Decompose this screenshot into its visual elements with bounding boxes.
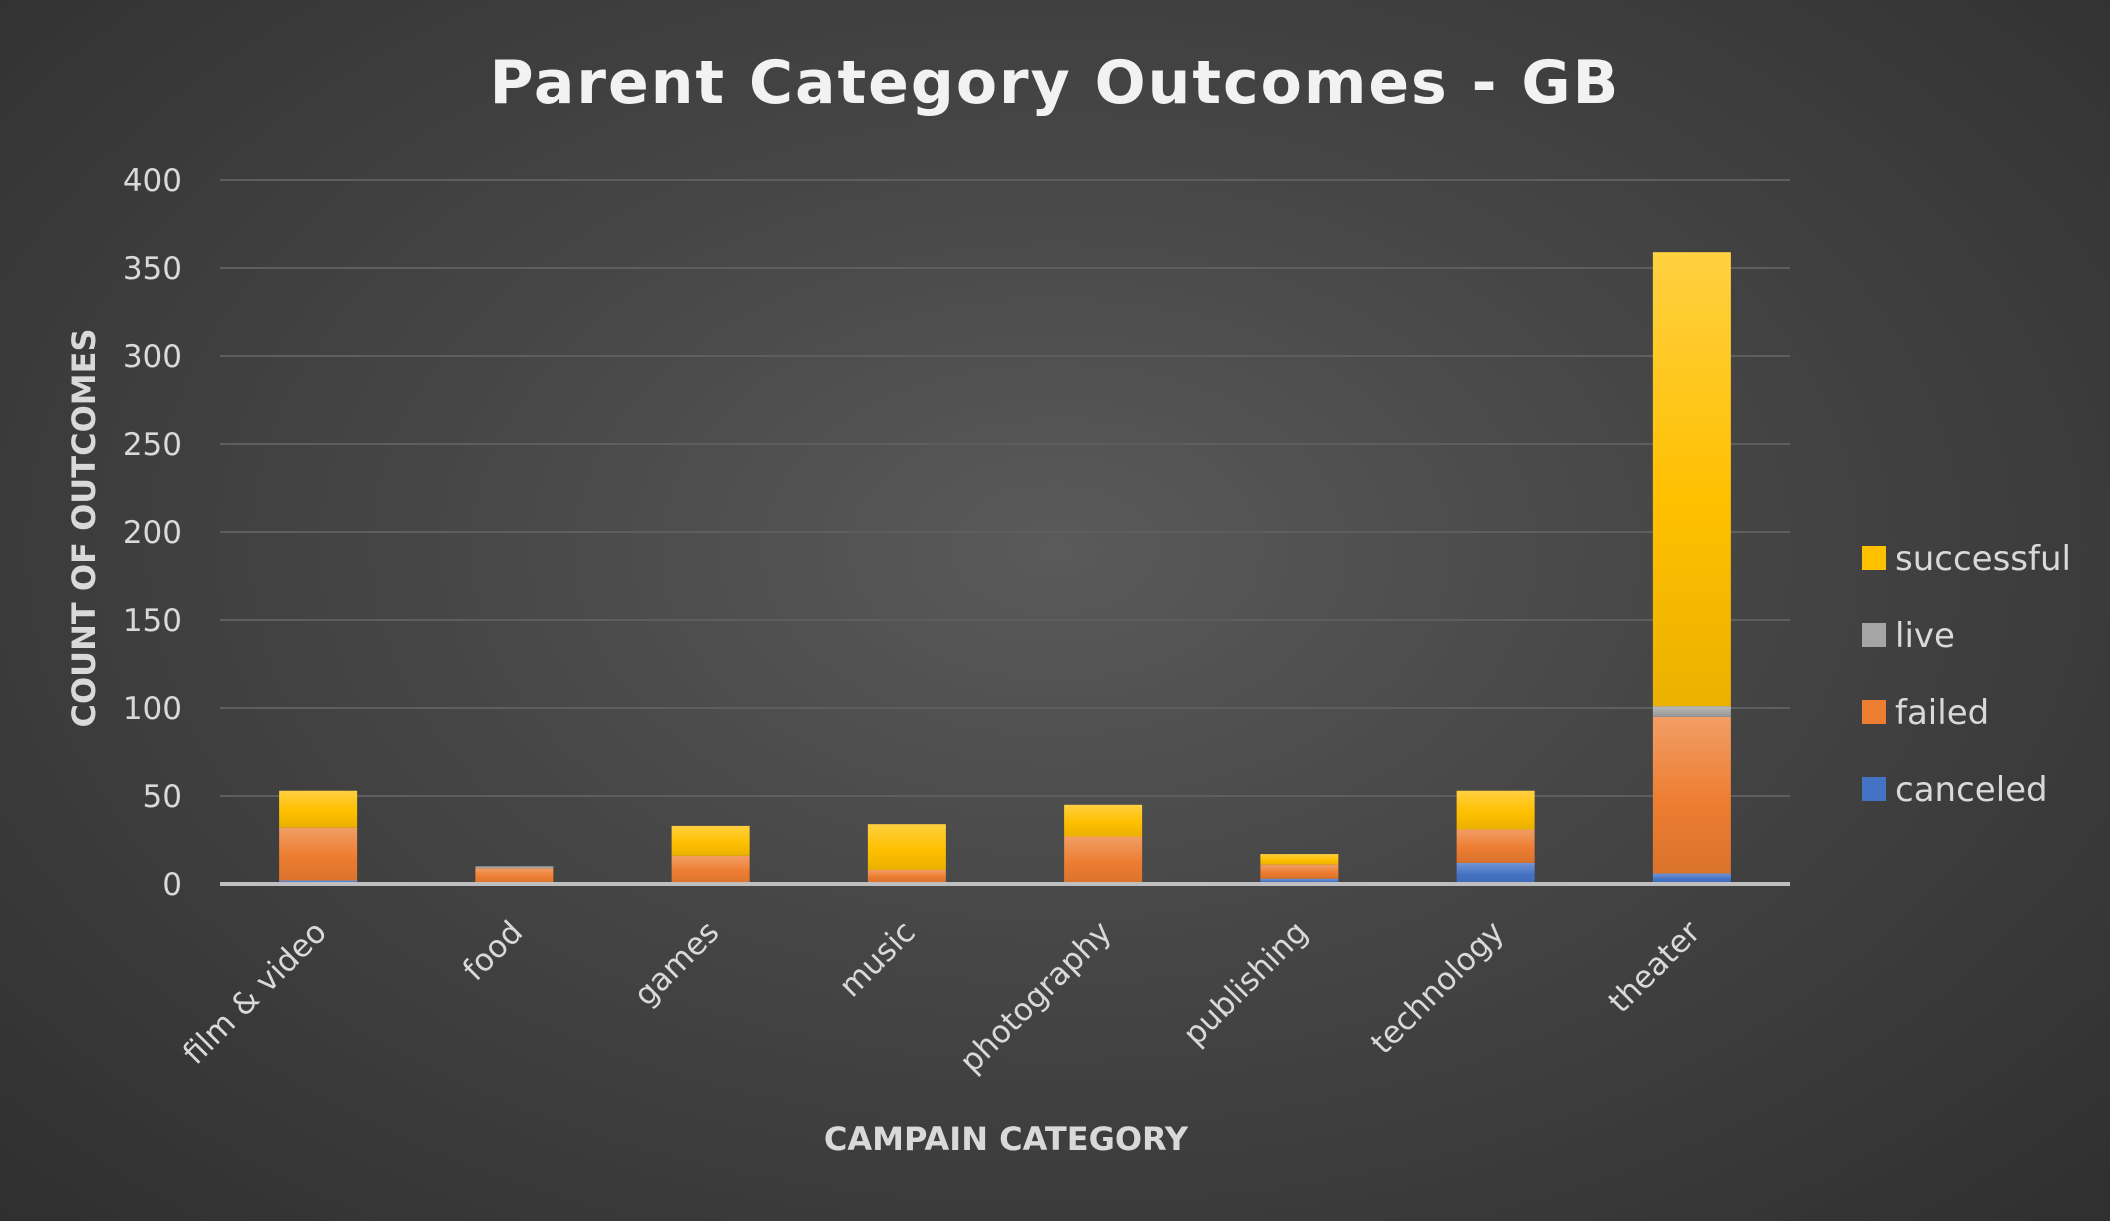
legend-label: successful [1895, 539, 2071, 579]
gridlines [220, 179, 1790, 797]
bar-failed [867, 869, 946, 883]
bars [279, 252, 1731, 884]
bar-canceled [1456, 862, 1535, 884]
legend-item-failed: failed [1862, 693, 1989, 733]
bar-failed [1456, 829, 1535, 863]
x-tick-label: film & video [176, 914, 334, 1072]
x-tick-label: theater [1602, 914, 1708, 1020]
legend-label: live [1895, 616, 1955, 656]
legend-label: canceled [1895, 770, 2048, 810]
y-tick-label: 50 [143, 779, 182, 815]
y-tick-label: 300 [123, 339, 182, 375]
legend-label: failed [1895, 693, 1989, 733]
bar-canceled [1652, 873, 1731, 884]
legend: successful live failed canceled [1862, 539, 2071, 810]
x-tick-label: technology [1364, 914, 1511, 1061]
y-tick-label: 250 [123, 427, 182, 463]
x-tick-label: music [832, 914, 922, 1004]
bar-successful [1652, 252, 1731, 707]
y-tick-label: 350 [123, 251, 182, 287]
x-tick-label: photography [953, 914, 1119, 1080]
bar-successful [867, 824, 946, 870]
legend-item-successful: successful [1862, 539, 2071, 579]
bar-failed [1652, 716, 1731, 874]
bar-failed [671, 855, 750, 884]
bar-successful [671, 825, 750, 856]
y-tick-label: 0 [162, 867, 182, 903]
y-axis-title: COUNT OF OUTCOMES [65, 328, 103, 727]
legend-swatch [1862, 546, 1886, 570]
bar-live [475, 866, 554, 869]
bar-successful [1456, 790, 1535, 830]
x-axis-ticks: film & video food games music photography pub… [176, 914, 1708, 1080]
chart-title: Parent Category Outcomes - GB [490, 48, 1621, 118]
y-axis-ticks: 0 50 100 150 200 250 300 350 400 [123, 163, 182, 903]
x-tick-label: publishing [1176, 914, 1315, 1053]
legend-swatch [1862, 700, 1886, 724]
bar-failed [1064, 836, 1143, 884]
legend-item-live: live [1862, 616, 1955, 656]
bar-canceled [1260, 878, 1339, 884]
y-tick-label: 150 [123, 603, 182, 639]
x-tick-label: games [627, 914, 726, 1013]
bar-live [1652, 706, 1731, 717]
y-tick-label: 200 [123, 515, 182, 551]
x-axis-title: CAMPAIN CATEGORY [824, 1120, 1189, 1158]
bar-failed [279, 827, 358, 881]
y-tick-label: 100 [123, 691, 182, 727]
x-tick-label: food [456, 914, 530, 988]
bar-successful [1064, 804, 1143, 837]
legend-swatch [1862, 623, 1886, 647]
bar-failed [1260, 864, 1339, 879]
bar-failed [475, 868, 554, 884]
bar-successful [1260, 854, 1339, 865]
legend-item-canceled: canceled [1862, 770, 2048, 810]
y-tick-label: 400 [123, 163, 182, 199]
legend-swatch [1862, 777, 1886, 801]
bar-successful [279, 790, 358, 828]
